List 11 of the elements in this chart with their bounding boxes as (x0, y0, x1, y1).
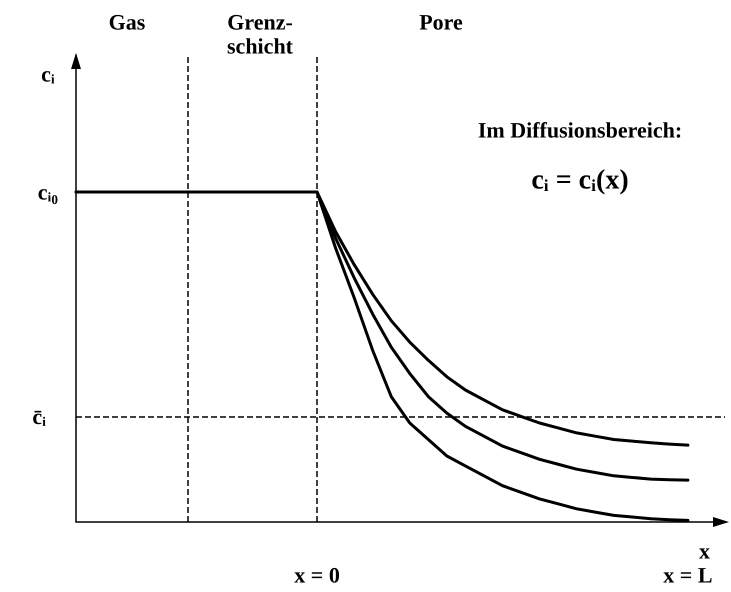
text: Gas (108, 10, 146, 34)
ref-line-label: c̄ᵢ (32, 404, 46, 429)
annotation: cᵢ = cᵢ(x) (531, 164, 629, 196)
text: Im Diffusionsbereich: (478, 118, 682, 142)
x-tick-label: x = L (663, 562, 713, 588)
text: Grenz- schicht (227, 10, 294, 58)
x-axis-title: x (699, 538, 710, 564)
text: cᵢ₀ (38, 180, 58, 204)
x-tick-label: x = 0 (294, 562, 340, 588)
text: cᵢ (41, 62, 55, 86)
text: Pore (419, 10, 464, 34)
